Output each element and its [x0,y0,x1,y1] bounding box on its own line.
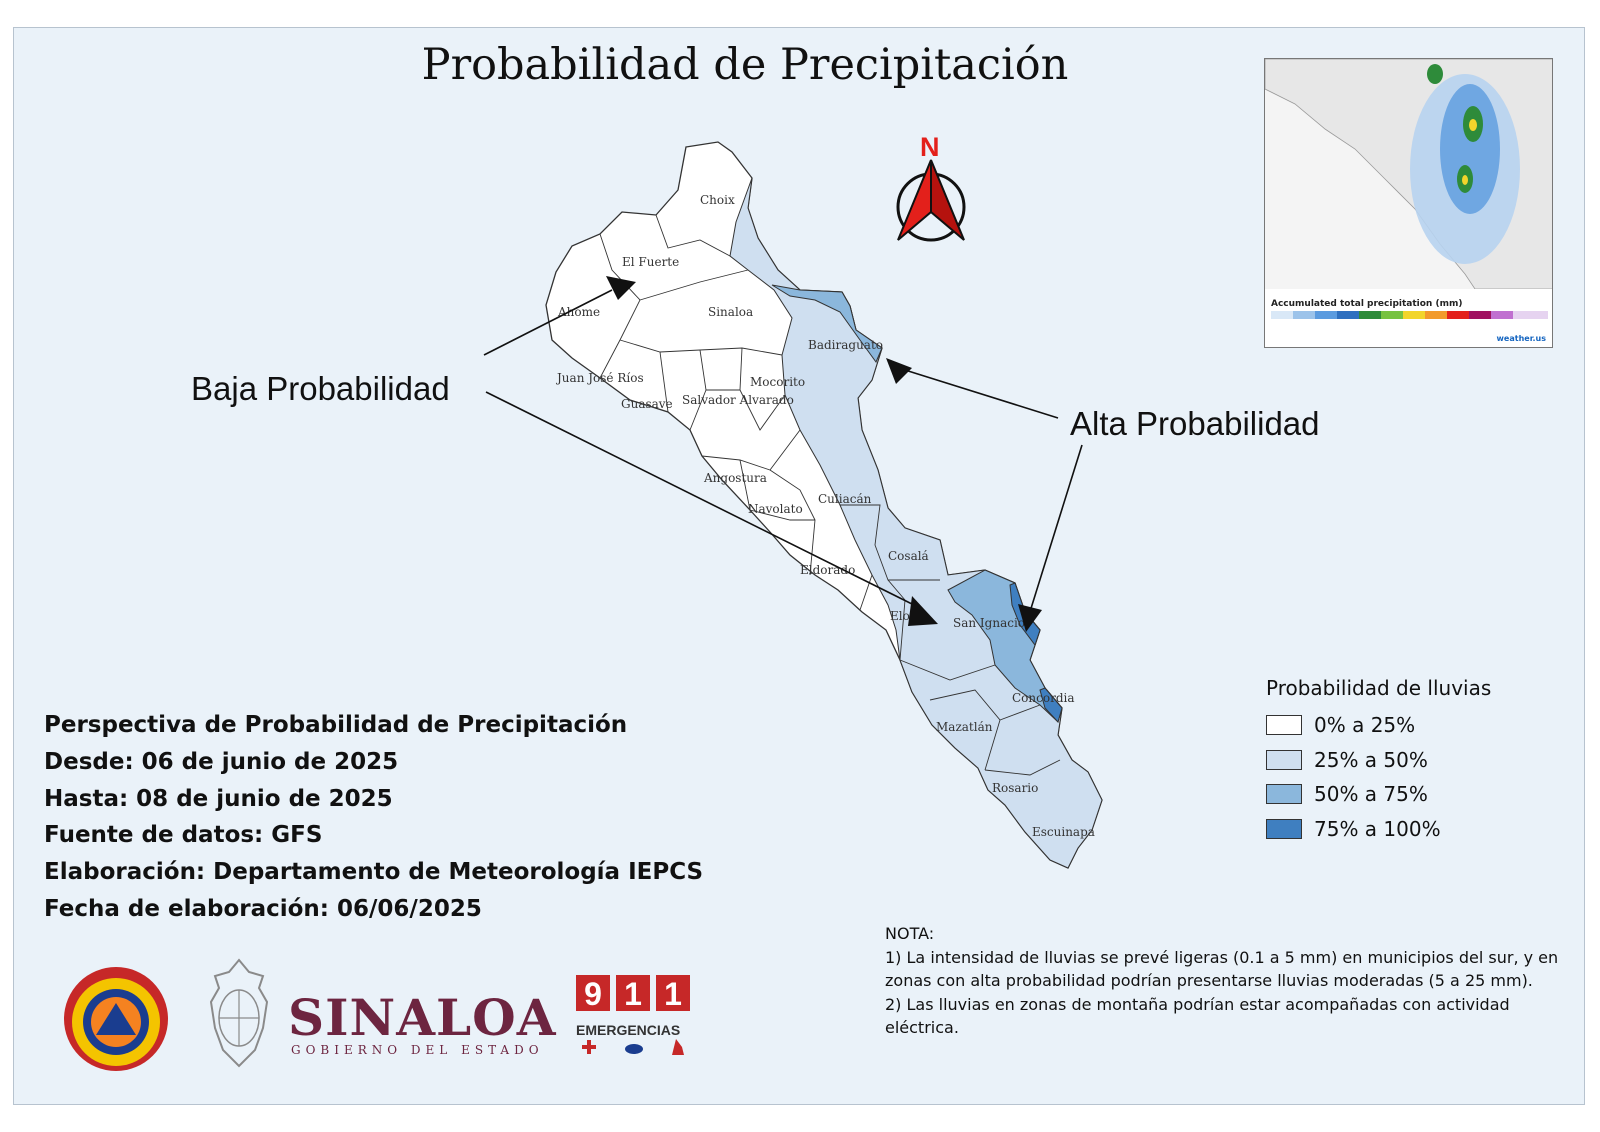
label-ahome: Ahome [557,305,600,319]
label-cosala: Cosalá [888,549,929,563]
note-item-1: 1) La intensidad de lluvias se prevé lig… [885,947,1559,991]
arrowhead-icon [886,358,912,384]
label-badiraguato: Badiraguato [808,338,883,352]
legend-item: 0% a 25% [1266,708,1491,743]
legend-swatch [1266,784,1302,805]
info-line-to: Hasta: 08 de junio de 2025 [44,785,393,812]
legend-swatch [1266,715,1302,736]
legend-swatch [1266,818,1302,839]
info-line-date: Fecha de elaboración: 06/06/2025 [44,895,482,922]
arrowhead-icon [1018,604,1042,632]
label-culiacan: Culiacán [818,492,872,506]
legend-label: 25% a 50% [1314,747,1428,772]
info-line-from: Desde: 06 de junio de 2025 [44,748,399,775]
legend-item: 50% a 75% [1266,777,1491,812]
note-heading: NOTA: [885,924,935,943]
arrowhead-icon [908,596,938,626]
annotation-arrowheads [606,276,1042,632]
state-seal-icon [209,958,269,1068]
digit-1: 1 [664,976,682,1012]
legend-item: 75% a 100% [1266,812,1491,847]
zone-50-75-north [771,284,883,364]
label-mazatlan: Mazatlán [936,720,993,734]
municipal-boundaries [599,214,1061,776]
emergencias-label: EMERGENCIAS [576,1022,681,1038]
inset-precip-map: Accumulated total precipitation (mm) wea… [1264,58,1553,348]
low-probability-label: Baja Probabilidad [191,370,450,407]
label-sinaloa: Sinaloa [708,305,753,319]
annotation-lines [483,289,1083,619]
legend-swatch [1266,749,1302,770]
high-probability-label: Alta Probabilidad [1070,405,1320,442]
north-arrow-icon: N [896,132,966,242]
legend-title: Probabilidad de lluvias [1266,676,1492,700]
label-eldorado: Eldorado [800,563,855,577]
legend-label: 50% a 75% [1314,782,1428,807]
page-title: Probabilidad de Precipitación [421,40,1069,90]
info-line-author: Elaboración: Departamento de Meteorologí… [44,859,704,886]
digit-9: 9 [584,976,602,1012]
info-line-title: Perspectiva de Probabilidad de Precipita… [44,712,628,738]
note-item-2: 2) Las lluvias en zonas de montaña podrí… [885,994,1510,1038]
inset-map-icon [1265,59,1552,289]
label-rosario: Rosario [992,781,1038,795]
label-choix: Choix [700,193,735,207]
label-navolato: Navolato [748,502,803,516]
label-concordia: Concordia [1012,691,1075,705]
state-subtitle: GOBIERNO DEL ESTADO [291,1043,544,1057]
inset-brand: weather.us [1496,334,1546,343]
arrowhead-icon [606,276,636,300]
label-juan-jose-rios: Juan José Ríos [555,371,644,385]
legend-label: 0% a 25% [1314,713,1416,738]
label-salvador-alvarado: Salvador Alvarado [682,393,794,407]
zone-75-100-b [1039,687,1063,723]
forecast-info: Perspectiva de Probabilidad de Precipita… [44,707,703,928]
label-san-ignacio: San Ignacio [953,616,1025,630]
emergency-911-logo: 9 1 1 [576,975,690,1055]
inset-title: Accumulated total precipitation (mm) [1271,299,1463,309]
digit-1: 1 [624,976,642,1012]
legend-item: 25% a 50% [1266,743,1491,778]
legend: Probabilidad de lluvias 0% a 25% 25% a 5… [1266,676,1491,846]
compass-label: N [920,132,940,162]
label-escuinapa: Escuinapa [1032,825,1095,839]
state-name: SINALOA [288,988,557,1047]
info-line-source: Fuente de datos: GFS [44,822,323,849]
label-guasave: Guasave [621,397,673,411]
proteccion-civil-logo-icon [64,967,168,1071]
police-cap-icon [625,1044,643,1054]
label-el-fuerte: El Fuerte [622,255,679,269]
note-block: NOTA: 1) La intensidad de lluvias se pre… [885,922,1565,1040]
municipality-labels: Choix El Fuerte Ahome Sinaloa Badiraguat… [555,193,1095,839]
label-angostura: Angostura [703,471,767,485]
inset-colorbar [1271,311,1548,319]
fire-icon [672,1039,684,1055]
label-mocorito: Mocorito [750,375,805,389]
legend-label: 75% a 100% [1314,816,1441,841]
